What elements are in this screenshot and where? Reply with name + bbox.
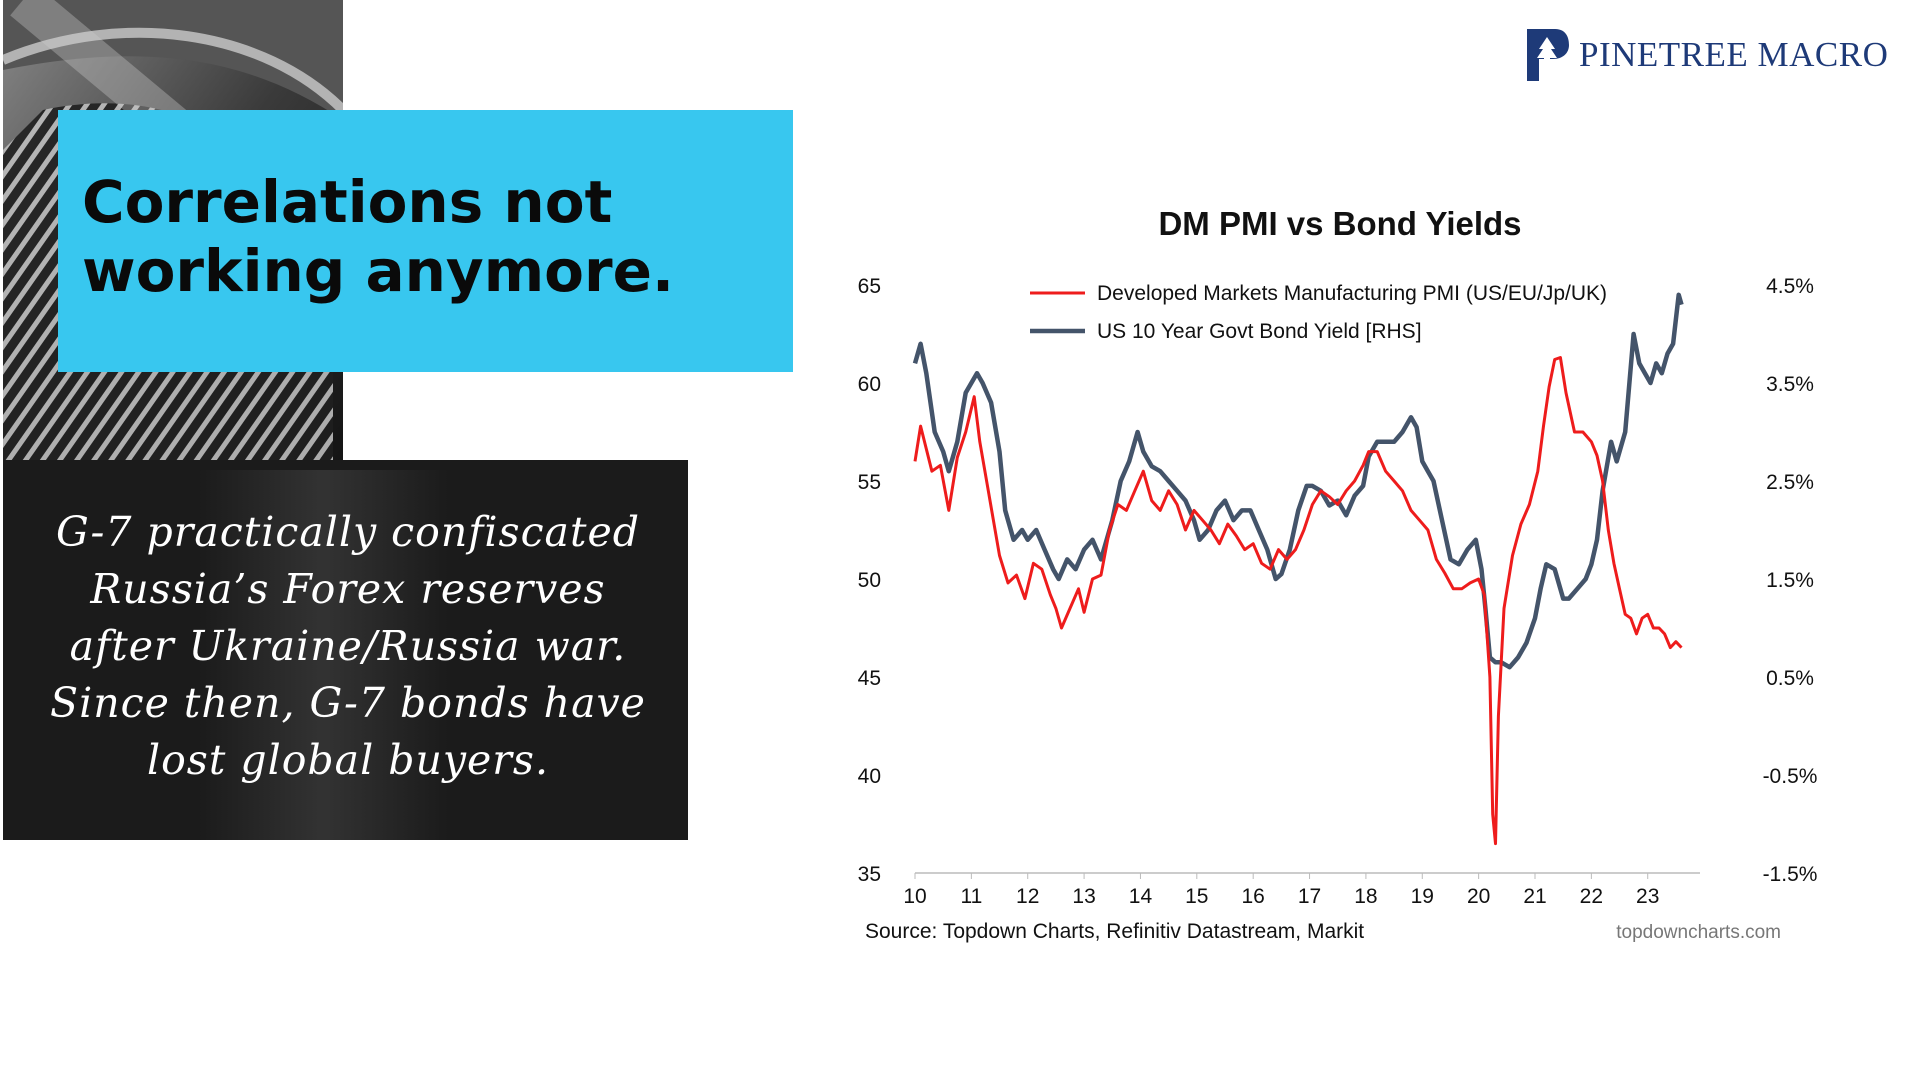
legend: Developed Markets Manufacturing PMI (US/… <box>1030 282 1607 343</box>
pinetree-logo-icon <box>1527 29 1569 81</box>
y-right-tick: 4.5% <box>1766 275 1814 298</box>
chart-credit: topdowncharts.com <box>1616 922 1781 943</box>
note-background-texture <box>198 470 448 840</box>
x-tick: 15 <box>1185 885 1208 908</box>
x-tick: 21 <box>1523 885 1546 908</box>
x-tick: 18 <box>1354 885 1377 908</box>
x-tick: 10 <box>903 885 926 908</box>
x-tick: 17 <box>1298 885 1321 908</box>
x-tick: 12 <box>1016 885 1039 908</box>
pmi-vs-yields-chart: DM PMI vs Bond Yields 65 60 55 50 45 40 … <box>845 190 1825 960</box>
y-left-tick: 50 <box>858 569 881 592</box>
x-tick: 19 <box>1411 885 1434 908</box>
y-right-tick: 0.5% <box>1766 667 1814 690</box>
right-axis-ticks: 4.5% 3.5% 2.5% 1.5% 0.5% -0.5% -1.5% <box>1763 275 1818 886</box>
y-left-tick: 55 <box>858 471 881 494</box>
y-left-tick: 65 <box>858 275 881 298</box>
brand: PINETREE MACRO <box>1525 26 1888 84</box>
x-tick: 16 <box>1242 885 1265 908</box>
y-left-tick: 60 <box>858 373 881 396</box>
y-right-tick: 2.5% <box>1766 471 1814 494</box>
headline-box: Correlations not working anymore. <box>58 110 793 372</box>
x-axis-tick-marks <box>914 873 1649 879</box>
x-tick: 22 <box>1580 885 1603 908</box>
x-tick: 13 <box>1072 885 1095 908</box>
y-right-tick: 1.5% <box>1766 569 1814 592</box>
y-right-tick: 3.5% <box>1766 373 1814 396</box>
chart-canvas: DM PMI vs Bond Yields 65 60 55 50 45 40 … <box>858 205 1818 943</box>
brand-name: PINETREE MACRO <box>1579 35 1889 74</box>
x-tick: 14 <box>1129 885 1153 908</box>
y-right-tick: -0.5% <box>1763 765 1818 788</box>
y-left-tick: 45 <box>858 667 881 690</box>
note-text: G-7 practically confiscated Russia’s For… <box>50 508 646 784</box>
series-line-us-10y-yield <box>912 292 1684 670</box>
left-axis-ticks: 65 60 55 50 45 40 35 <box>858 275 881 886</box>
y-right-tick: -1.5% <box>1763 863 1818 886</box>
x-axis-ticks: 10 11 12 13 14 15 16 17 18 19 20 21 22 2… <box>903 885 1659 908</box>
chart-source: Source: Topdown Charts, Refinitiv Datast… <box>865 920 1364 943</box>
legend-label-yield: US 10 Year Govt Bond Yield [RHS] <box>1097 320 1422 343</box>
note-box: G-7 practically confiscated Russia’s For… <box>3 460 688 840</box>
x-tick: 11 <box>960 885 982 908</box>
y-left-tick: 40 <box>858 765 881 788</box>
headline: Correlations not working anymore. <box>82 168 674 305</box>
y-left-tick: 35 <box>858 863 881 886</box>
chart-title: DM PMI vs Bond Yields <box>1158 205 1521 242</box>
legend-label-pmi: Developed Markets Manufacturing PMI (US/… <box>1097 282 1607 305</box>
series-line-dm-pmi <box>913 356 1683 846</box>
x-tick: 20 <box>1467 885 1490 908</box>
x-tick: 23 <box>1636 885 1659 908</box>
